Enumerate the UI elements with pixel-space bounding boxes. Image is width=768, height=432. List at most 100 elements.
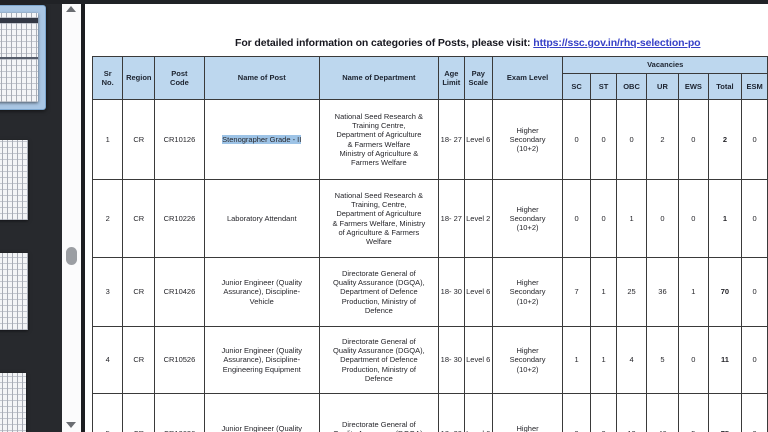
table-row: 3 CR CR10426 Junior Engineer (Quality As… <box>91 257 768 327</box>
cell-region: CR <box>122 179 156 258</box>
cell-total: 75 <box>707 393 743 432</box>
cell-post-code: CR10226 <box>154 179 205 258</box>
cell-total: 70 <box>707 257 743 327</box>
info-line: For detailed information on categories o… <box>235 37 701 49</box>
col-header-pay-scale: Pay Scale <box>463 56 493 100</box>
cell-department: Directorate General of Quality Assurance… <box>318 393 439 432</box>
page-thumbnail-1-selected[interactable] <box>0 5 46 110</box>
cell-pay-scale: Level 6 <box>463 393 493 432</box>
cell-st: 3 <box>589 393 618 432</box>
cell-st: 0 <box>589 179 618 258</box>
document-page: For detailed information on categories o… <box>85 4 768 432</box>
cell-esm: 0 <box>741 257 768 327</box>
search-highlight: Stenographer Grade - II <box>222 134 302 144</box>
cell-obc: 12 <box>616 393 647 432</box>
cell-sr: 4 <box>91 326 124 394</box>
thumbnail-table-row-line <box>0 57 38 59</box>
cell-department: Directorate General of Quality Assurance… <box>318 326 439 394</box>
page-thumbnail-1-preview <box>0 13 38 102</box>
col-header-name-of-department: Name of Department <box>318 56 439 100</box>
cell-age-limit: 18- 30 <box>437 257 465 327</box>
cell-esm: 0 <box>741 326 768 394</box>
cell-exam-level: Higher Secondary <box>491 393 564 432</box>
cell-obc: 1 <box>616 179 647 258</box>
scrollbar-thumb[interactable] <box>66 247 77 265</box>
col-header-esm: ESM <box>741 73 768 100</box>
cell-post-code: CR10126 <box>154 99 205 180</box>
col-header-vacancies: Vacancies <box>562 56 768 74</box>
cell-esm: 0 <box>741 99 768 180</box>
cell-sc: 7 <box>562 257 591 327</box>
cell-exam-level: Higher Secondary (10+2) <box>491 257 564 327</box>
panel-divider <box>81 0 85 432</box>
page-thumbnail-3[interactable] <box>0 253 28 330</box>
page-thumbnail-2[interactable] <box>0 140 28 220</box>
cell-name-of-post: Junior Engineer (Quality Assurance), Dis… <box>203 326 320 394</box>
cell-post-code: CR10526 <box>154 326 205 394</box>
cell-sr: 5 <box>91 393 124 432</box>
scroll-down-icon[interactable] <box>66 422 76 428</box>
cell-sc: 0 <box>562 179 591 258</box>
posts-table: Sr No. Region Post Code Name of Post Nam… <box>91 56 768 432</box>
cell-st: 0 <box>589 99 618 180</box>
page-thumbnail-4[interactable] <box>0 373 26 432</box>
col-header-ur: UR <box>645 73 680 100</box>
cell-pay-scale: Level 6 <box>463 99 493 180</box>
cell-pay-scale: Level 2 <box>463 179 493 258</box>
cell-department: Directorate General of Quality Assurance… <box>318 257 439 327</box>
cell-department: National Seed Research & Training, Centr… <box>318 179 439 258</box>
cell-sc: 1 <box>562 326 591 394</box>
cell-exam-level: Higher Secondary (10+2) <box>491 179 564 258</box>
thumbnail-table-header-band <box>0 18 38 23</box>
col-header-total: Total <box>707 73 743 100</box>
cell-age-limit: 18- 30 <box>437 393 465 432</box>
cell-ur: 0 <box>645 179 680 258</box>
info-link[interactable]: https://ssc.gov.in/rhq-selection-po <box>533 37 701 49</box>
cell-total: 1 <box>707 179 743 258</box>
cell-esm: 0 <box>741 179 768 258</box>
cell-ews: 1 <box>678 257 709 327</box>
table-row: 5 CR CR10626 Junior Engineer (Quality As… <box>91 393 768 432</box>
cell-obc: 25 <box>616 257 647 327</box>
col-header-exam-level: Exam Level <box>491 56 564 100</box>
cell-exam-level: Higher Secondary (10+2) <box>491 99 564 180</box>
col-header-region: Region <box>122 56 156 100</box>
window-top-edge <box>0 0 768 4</box>
thumbnail-sidebar <box>0 0 62 432</box>
cell-ews: 0 <box>678 326 709 394</box>
cell-name-of-post: Junior Engineer (Quality Assurance), Dis… <box>203 257 320 327</box>
cell-ur: 5 <box>645 326 680 394</box>
cell-region: CR <box>122 393 156 432</box>
cell-sc: 9 <box>562 393 591 432</box>
cell-post-code: CR10626 <box>154 393 205 432</box>
cell-name-of-post: Stenographer Grade - II <box>203 99 320 180</box>
cell-department: National Seed Research & Training Centre… <box>318 99 439 180</box>
scroll-up-icon[interactable] <box>66 6 76 12</box>
cell-pay-scale: Level 6 <box>463 326 493 394</box>
cell-age-limit: 18- 27 <box>437 179 465 258</box>
cell-ur: 2 <box>645 99 680 180</box>
cell-sr: 3 <box>91 257 124 327</box>
col-header-ews: EWS <box>678 73 709 100</box>
cell-total: 11 <box>707 326 743 394</box>
cell-exam-level: Higher Secondary (10+2) <box>491 326 564 394</box>
cell-sr: 1 <box>91 99 124 180</box>
cell-ur: 46 <box>645 393 680 432</box>
cell-st: 1 <box>589 326 618 394</box>
col-header-sc: SC <box>562 73 591 100</box>
cell-age-limit: 18- 30 <box>437 326 465 394</box>
cell-sr: 2 <box>91 179 124 258</box>
col-header-st: ST <box>589 73 618 100</box>
col-header-post-code: Post Code <box>154 56 205 100</box>
cell-region: CR <box>122 326 156 394</box>
cell-obc: 4 <box>616 326 647 394</box>
info-text: For detailed information on categories o… <box>235 37 534 49</box>
col-header-sr-no: Sr No. <box>91 56 124 100</box>
col-header-name-of-post: Name of Post <box>203 56 320 100</box>
cell-esm: 0 <box>741 393 768 432</box>
table-row: 1 CR CR10126 Stenographer Grade - II Nat… <box>91 99 768 180</box>
table-row: 4 CR CR10526 Junior Engineer (Quality As… <box>91 326 768 394</box>
sidebar-scrollbar[interactable] <box>62 0 81 432</box>
cell-sc: 0 <box>562 99 591 180</box>
